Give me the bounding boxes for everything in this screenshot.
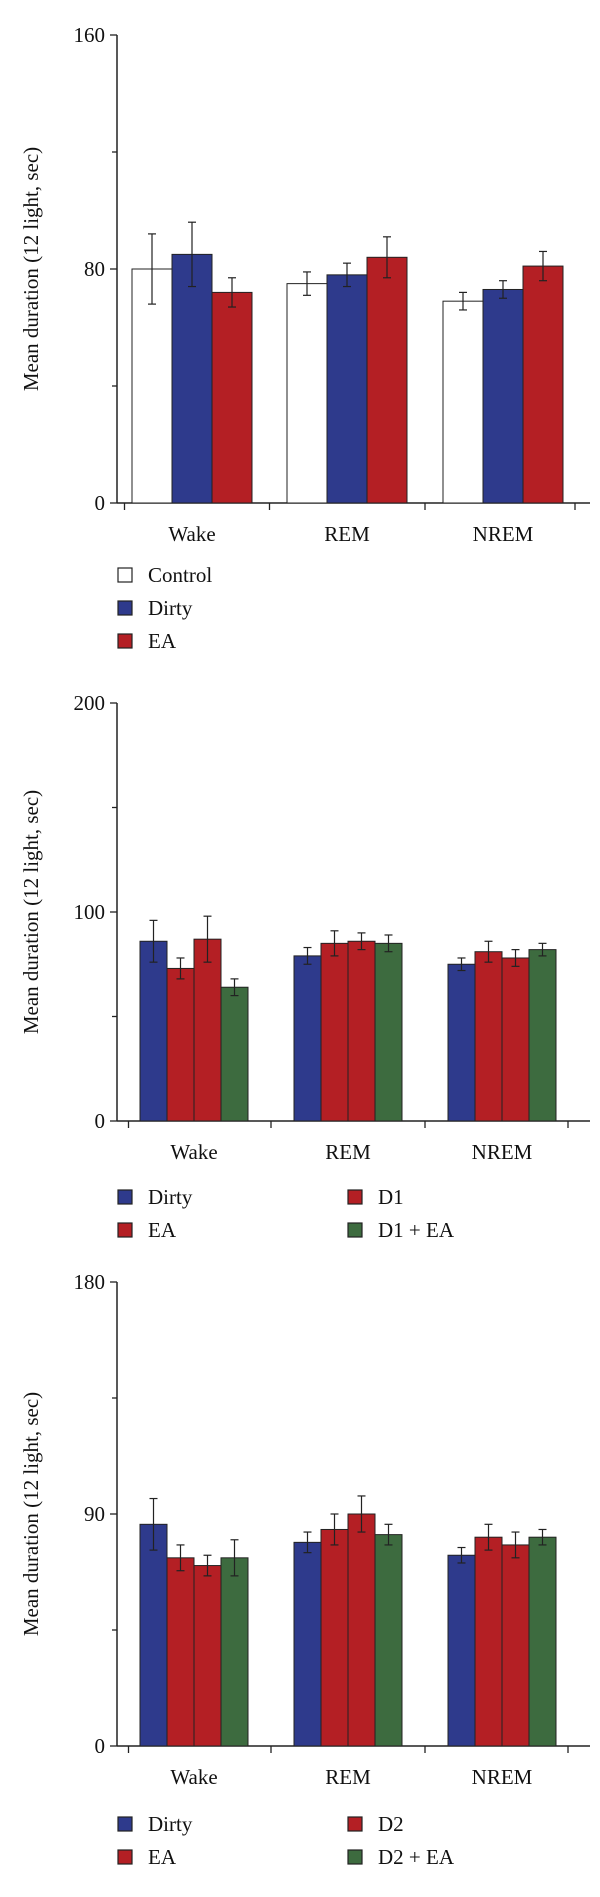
y-tick-label: 200 xyxy=(74,691,106,715)
bar-wake-ea xyxy=(211,291,253,504)
legend-swatch xyxy=(117,633,133,649)
bar-nrem-dirty xyxy=(447,1554,476,1747)
bar-rem-dirty xyxy=(293,1541,322,1747)
bar-wake-dirty xyxy=(171,253,213,504)
legend: Dirty EA D1 D1 + EA xyxy=(117,1185,455,1242)
bar-wake-d2 xyxy=(193,1565,222,1747)
x-tick-label: NREM xyxy=(472,1765,533,1789)
legend-swatch xyxy=(117,567,133,583)
legend-swatch xyxy=(117,1222,133,1238)
legend-swatch xyxy=(347,1189,363,1205)
y-tick-label: 100 xyxy=(74,900,106,924)
bar-wake-dirty xyxy=(139,940,168,1122)
x-tick-label: Wake xyxy=(170,1140,217,1164)
legend-label: EA xyxy=(148,1845,177,1869)
legend-swatch xyxy=(117,600,133,616)
x-tick-label: REM xyxy=(324,522,370,546)
bar-wake-ea xyxy=(166,967,195,1122)
legend-swatch xyxy=(117,1816,133,1832)
y-tick-label: 180 xyxy=(74,1270,106,1294)
bar-nrem-d2-ea xyxy=(528,1536,557,1747)
bar-nrem-ea xyxy=(522,265,564,504)
legend-label: EA xyxy=(148,629,177,653)
bar-rem-ea xyxy=(320,942,349,1122)
legend-label: EA xyxy=(148,1218,177,1242)
legend-swatch xyxy=(117,1189,133,1205)
legend-label: D1 + EA xyxy=(378,1218,455,1242)
bar-nrem-d1 xyxy=(501,957,530,1122)
legend-swatch xyxy=(347,1816,363,1832)
bar-wake-d2-ea xyxy=(220,1557,249,1747)
y-tick-label: 160 xyxy=(74,23,106,47)
bar-nrem-dirty xyxy=(447,963,476,1122)
bar-rem-ea xyxy=(366,256,408,504)
legend-label: Dirty xyxy=(148,1185,193,1209)
bar-rem-control xyxy=(286,283,328,504)
y-tick-label: 0 xyxy=(95,1109,106,1133)
x-tick-label: REM xyxy=(325,1765,371,1789)
legend-label: D1 xyxy=(378,1185,404,1209)
legend-swatch xyxy=(117,1849,133,1865)
bar-rem-dirty xyxy=(326,274,368,504)
y-tick-label: 80 xyxy=(84,257,105,281)
bar-wake-ea xyxy=(166,1557,195,1747)
bar-nrem-d2 xyxy=(501,1544,530,1747)
legend-label: D2 + EA xyxy=(378,1845,455,1869)
chart-panel-3: 0 90 180 Mean duration (12 light, sec) Wake R… xyxy=(19,1270,590,1869)
chart-panel-2: 0 100 200 Mean duration (12 light, sec) Wake… xyxy=(19,691,590,1242)
chart-panel-1: 0 80 160 Mean duration (12 light, sec) Wake R… xyxy=(19,23,590,653)
bar-nrem-ea xyxy=(474,951,503,1122)
x-tick-label: NREM xyxy=(473,522,534,546)
legend-swatch xyxy=(347,1222,363,1238)
bar-rem-d2 xyxy=(347,1513,376,1747)
y-tick-label: 0 xyxy=(95,1734,106,1758)
x-tick-label: NREM xyxy=(472,1140,533,1164)
x-tick-label: Wake xyxy=(168,522,215,546)
bar-rem-d1 xyxy=(347,940,376,1122)
y-tick-label: 90 xyxy=(84,1502,105,1526)
y-axis-label: Mean duration (12 light, sec) xyxy=(19,1392,43,1636)
legend-label: Dirty xyxy=(148,1812,193,1836)
y-axis-label: Mean duration (12 light, sec) xyxy=(19,147,43,391)
bar-nrem-ea xyxy=(474,1536,503,1747)
x-tick-label: Wake xyxy=(170,1765,217,1789)
bar-wake-d1-ea xyxy=(220,986,249,1122)
bar-wake-d1 xyxy=(193,938,222,1122)
y-axis-label: Mean duration (12 light, sec) xyxy=(19,790,43,1034)
x-tick-label: REM xyxy=(325,1140,371,1164)
bar-nrem-d1-ea xyxy=(528,949,557,1122)
legend: Dirty EA D2 D2 + EA xyxy=(117,1812,455,1869)
bar-rem-d2-ea xyxy=(374,1534,403,1747)
bar-rem-dirty xyxy=(293,955,322,1122)
legend: Control Dirty EA xyxy=(117,563,212,653)
bar-rem-d1-ea xyxy=(374,942,403,1122)
legend-label: D2 xyxy=(378,1812,404,1836)
legend-label: Control xyxy=(148,563,212,587)
legend-label: Dirty xyxy=(148,596,193,620)
y-tick-label: 0 xyxy=(95,491,106,515)
bar-wake-dirty xyxy=(139,1523,168,1747)
bar-nrem-dirty xyxy=(482,288,524,504)
bar-wake-control xyxy=(131,268,173,504)
bar-nrem-control xyxy=(442,300,484,504)
bar-rem-ea xyxy=(320,1528,349,1747)
legend-swatch xyxy=(347,1849,363,1865)
